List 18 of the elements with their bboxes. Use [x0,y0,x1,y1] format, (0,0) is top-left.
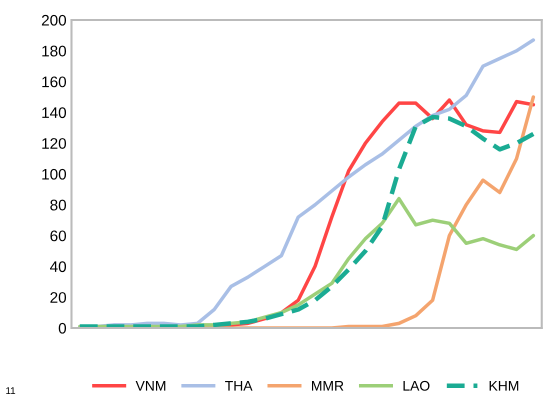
y-tick-label: 60 [50,230,66,242]
line-series [78,114,536,328]
text: 11 [6,387,16,394]
y-tick-label: 100 [42,168,66,180]
y-tick-label: 0 [58,322,66,334]
y-tick-label: 120 [42,138,66,149]
y-tick-label: 180 [42,46,66,56]
legend-label: THA [225,381,253,391]
legend-label: KHM [490,381,518,391]
y-tick-label: 80 [50,200,66,210]
y-tick-label: 40 [50,261,66,272]
legend-label: MMR [312,381,344,391]
y-tick-label: 20 [50,292,66,303]
y-tick-label: 160 [42,76,66,88]
y-tick-label: 140 [42,107,66,118]
legend-label: LAO [404,380,430,391]
legend-label: VNM [136,381,166,391]
y-tick-label: 200 [42,14,66,26]
